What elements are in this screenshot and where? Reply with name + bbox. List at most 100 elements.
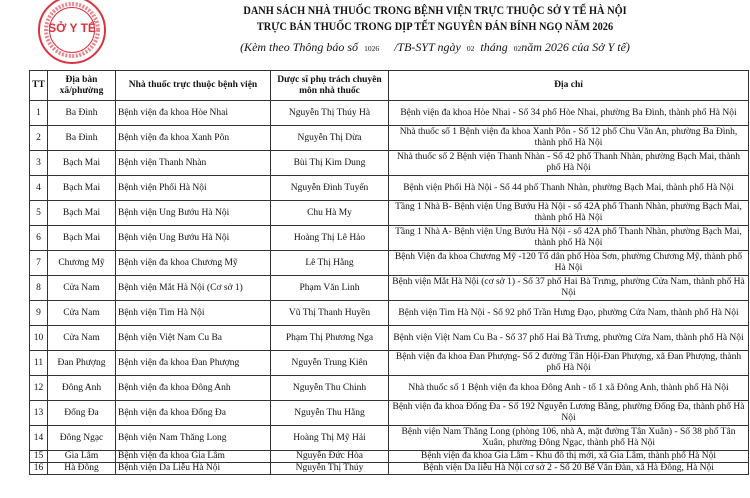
- cell-pharmacist: Nguyễn Trung Kiên: [270, 350, 389, 376]
- cell-address: Bệnh viện Mắt Hà Nội (cơ sở 1) - Số 37 p…: [388, 275, 749, 301]
- cell-address: Tầng 1 Nhà A- Bệnh viện Ung Bướu Hà Nội …: [388, 225, 749, 251]
- table-row: 6 Bạch Mai Bệnh viện Ung Bướu Hà Nội Hoàng …: [29, 225, 749, 251]
- table-row: 16 Hà Đông Bệnh viện Da Liễu Hà Nội Nguyễn …: [29, 462, 749, 475]
- cell-area: Bạch Mai: [47, 225, 116, 251]
- notice-month: 02: [513, 44, 522, 53]
- document-title-line2: TRỰC BÁN THUỐC TRONG DỊP TẾT NGUYÊN ĐÁN …: [256, 21, 614, 33]
- cell-address: Bệnh viện Phổi Hà Nội - Số 44 phố Thanh …: [388, 175, 749, 201]
- notice-day: 02: [466, 44, 475, 53]
- cell-area: Ba Đình: [47, 100, 116, 126]
- pharmacy-table: TT Địa bàn xã/phường Nhà thuốc trực thuộ…: [29, 70, 749, 475]
- cell-pharmacy-name: Bệnh viện đa khoa Đan Phượng: [115, 350, 271, 376]
- cell-address: Bệnh viện Da liễu Hà Nội cơ sở 2 - Số 20…: [388, 462, 749, 475]
- cell-address: Bệnh Viện đa khoa Chương Mỹ -120 Tổ dân …: [388, 250, 749, 276]
- header-address: Địa chỉ: [388, 70, 749, 101]
- cell-address: Bệnh viện đa khoa Gia Lâm - Khu đô thị m…: [388, 450, 749, 463]
- table-row: 12 Đông Anh Bệnh viện đa khoa Đông Anh Nguy…: [29, 375, 749, 401]
- table-row: 5 Bạch Mai Bệnh viện Ung Bướu Hà Nội Chu Hà…: [29, 200, 749, 226]
- cell-row-number: 11: [29, 350, 48, 376]
- table-row: 9 Cửa Nam Bệnh viện Tim Hà Nội Vũ Thị Thanh…: [29, 300, 749, 326]
- cell-area: Cửa Nam: [47, 325, 116, 351]
- cell-row-number: 4: [29, 175, 48, 201]
- cell-row-number: 3: [29, 150, 48, 176]
- cell-pharmacy-name: Bệnh viện Tim Hà Nội: [115, 300, 271, 326]
- cell-address: Nhà thuốc số 1 Bệnh viện đa khoa Xanh Pô…: [388, 125, 749, 151]
- stamp-seal: SỞ Y TẾ: [38, 0, 106, 64]
- cell-address: Nhà thuốc số 1 Bệnh viện đa khoa Đông An…: [388, 375, 749, 401]
- cell-area: Cửa Nam: [47, 300, 116, 326]
- cell-address: Bệnh viện Tim Hà Nội - Số 92 phố Trần Hư…: [388, 300, 749, 326]
- cell-area: Hà Đông: [47, 462, 116, 475]
- cell-row-number: 7: [29, 250, 48, 276]
- cell-pharmacist: Nguyễn Đình Tuyến: [270, 175, 389, 201]
- notice-number: 1026: [364, 44, 380, 53]
- table-header: TT Địa bàn xã/phường Nhà thuốc trực thuộ…: [29, 70, 749, 101]
- cell-area: Đống Đa: [47, 400, 116, 426]
- cell-pharmacist: Hoàng Thị Mỹ Hải: [270, 425, 389, 451]
- cell-pharmacy-name: Bệnh viện đa khoa Gia Lâm: [115, 450, 271, 463]
- cell-row-number: 1: [29, 100, 48, 126]
- cell-pharmacist: Phạm Văn Linh: [270, 275, 389, 301]
- cell-pharmacist: Nguyễn Thu Chinh: [270, 375, 389, 401]
- table-row: 7 Chương Mỹ Bệnh viện đa khoa Chương Mỹ Lê …: [29, 250, 749, 276]
- cell-pharmacy-name: Bệnh viện Mắt Hà Nội (Cơ sở 1): [115, 275, 271, 301]
- cell-pharmacy-name: Bệnh viện Việt Nam Cu Ba: [115, 325, 271, 351]
- cell-pharmacy-name: Bệnh viện Thanh Nhàn: [115, 150, 271, 176]
- cell-pharmacist: Nguyễn Thị Dừa: [270, 125, 389, 151]
- cell-pharmacy-name: Bệnh viện đa khoa Đông Anh: [115, 375, 271, 401]
- table-row: 15 Gia Lâm Bệnh viện đa khoa Gia Lâm Nguyễn…: [29, 450, 749, 463]
- cell-row-number: 10: [29, 325, 48, 351]
- cell-area: Gia Lâm: [47, 450, 116, 463]
- cell-pharmacist: Nguyễn Thu Hằng: [270, 400, 389, 426]
- cell-pharmacy-name: Bệnh viện đa khoa Hòe Nhai: [115, 100, 271, 126]
- cell-pharmacist: Phạm Thị Phương Nga: [270, 325, 389, 351]
- table-row: 2 Ba Đình Bệnh viện đa khoa Xanh Pôn Nguyễn…: [29, 125, 749, 151]
- cell-pharmacist: Chu Hà My: [270, 200, 389, 226]
- cell-area: Bạch Mai: [47, 175, 116, 201]
- cell-pharmacy-name: Bệnh viện đa khoa Chương Mỹ: [115, 250, 271, 276]
- cell-pharmacist: Lê Thị Hằng: [270, 250, 389, 276]
- cell-area: Đông Ngạc: [47, 425, 116, 451]
- cell-area: Chương Mỹ: [47, 250, 116, 276]
- cell-area: Bạch Mai: [47, 150, 116, 176]
- cell-pharmacy-name: Bệnh viện Ung Bướu Hà Nội: [115, 225, 271, 251]
- header-tt: TT: [29, 70, 48, 101]
- cell-row-number: 15: [29, 450, 48, 463]
- cell-pharmacist: Hoàng Thị Lê Hảo: [270, 225, 389, 251]
- cell-address: Tầng 1 Nhà B- Bệnh viện Ung Bướu Hà Nội …: [388, 200, 749, 226]
- cell-area: Đan Phượng: [47, 350, 116, 376]
- cell-row-number: 16: [29, 462, 48, 475]
- table-row: 8 Cửa Nam Bệnh viện Mắt Hà Nội (Cơ sở 1) Ph…: [29, 275, 749, 301]
- cell-address: Bệnh viện Nam Thăng Long (phòng 106, nhà…: [388, 425, 749, 451]
- subtitle-text: /TB-SYT ngày: [394, 40, 461, 54]
- table-row: 14 Đông Ngạc Bệnh viện Nam Thăng Long Hoàng…: [29, 425, 749, 451]
- cell-row-number: 5: [29, 200, 48, 226]
- header-area: Địa bàn xã/phường: [47, 70, 116, 101]
- table-row: 10 Cửa Nam Bệnh viện Việt Nam Cu Ba Phạm Th…: [29, 325, 749, 351]
- table-row: 3 Bạch Mai Bệnh viện Thanh Nhàn Bùi Thị Kim…: [29, 150, 749, 176]
- cell-address: Bệnh viện đa khoa Đan Phượng- Số 2 đường…: [388, 350, 749, 376]
- stamp-text: SỞ Y TẾ: [48, 21, 96, 35]
- cell-pharmacist: Nguyễn Thị Thúy: [270, 462, 389, 475]
- cell-row-number: 14: [29, 425, 48, 451]
- cell-address: Nhà thuốc số 2 Bệnh viện Thanh Nhàn - Số…: [388, 150, 749, 176]
- subtitle-text: tháng: [480, 40, 508, 54]
- cell-pharmacy-name: Bệnh viện Nam Thăng Long: [115, 425, 271, 451]
- cell-pharmacy-name: Bệnh viện Ung Bướu Hà Nội: [115, 200, 271, 226]
- table-row: 13 Đống Đa Bệnh viện đa khoa Đống Đa Nguyễn…: [29, 400, 749, 426]
- cell-area: Bạch Mai: [47, 200, 116, 226]
- cell-pharmacist: Vũ Thị Thanh Huyền: [270, 300, 389, 326]
- cell-pharmacist: Nguyễn Thị Thúy Hà: [270, 100, 389, 126]
- subtitle-text: năm 2026 của Sở Y tế): [521, 40, 630, 54]
- cell-row-number: 2: [29, 125, 48, 151]
- cell-area: Cửa Nam: [47, 275, 116, 301]
- cell-row-number: 9: [29, 300, 48, 326]
- cell-pharmacist: Nguyễn Đức Hòa: [270, 450, 389, 463]
- document-title-line1: DANH SÁCH NHÀ THUỐC TRONG BỆNH VIỆN TRỰC…: [243, 5, 627, 17]
- cell-row-number: 6: [29, 225, 48, 251]
- table-row: 11 Đan Phượng Bệnh viện đa khoa Đan Phượng…: [29, 350, 749, 376]
- stamp-ring: [44, 2, 100, 58]
- table-row: 4 Bạch Mai Bệnh viện Phổi Hà Nội Nguyễn Đìn…: [29, 175, 749, 201]
- cell-pharmacist: Bùi Thị Kim Dung: [270, 150, 389, 176]
- cell-row-number: 8: [29, 275, 48, 301]
